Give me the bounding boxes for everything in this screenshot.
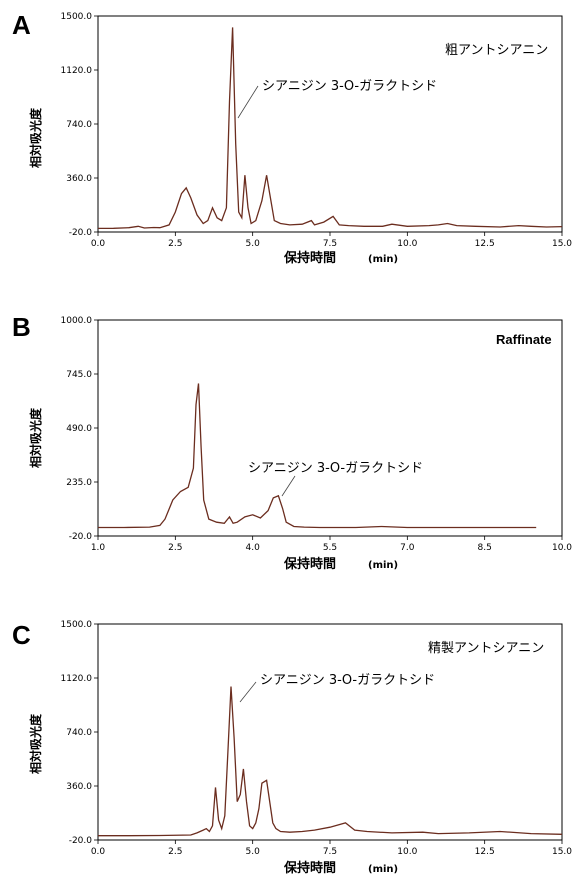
x-tick-label: 0.0 [91, 239, 106, 249]
x-tick-label: 0.0 [91, 847, 106, 857]
x-tick-label: 7.5 [323, 239, 337, 249]
annotation-leader [239, 681, 257, 703]
x-tick-label: 5.0 [246, 239, 261, 249]
x-tick-label: 2.5 [168, 239, 182, 249]
y-tick-label: 1500.0 [61, 620, 93, 630]
x-tick-label: 5.0 [246, 847, 261, 857]
chart-title: Raffinate [496, 332, 552, 347]
y-tick-label: 745.0 [66, 370, 92, 380]
y-tick-label: 1500.0 [61, 12, 93, 22]
x-axis-title: 保持時間 [283, 250, 336, 266]
y-tick-label: 1120.0 [61, 674, 93, 684]
x-tick-label: 5.5 [323, 543, 337, 553]
chart-a: A 0.0 2.5 5.0 7.5 10.0 12.5 15.0 -20.0 360.0 740.… [12, 10, 572, 266]
x-axis-title: 保持時間 [283, 556, 336, 572]
plot-frame [97, 623, 563, 841]
chart-title: 粗アントシアニン [445, 43, 548, 58]
x-tick-label: 10.0 [397, 239, 417, 249]
x-tick-label: 7.0 [400, 543, 415, 553]
y-axis-title: 相対吸光度 [28, 107, 43, 168]
y-tick-label: 1000.0 [61, 316, 93, 326]
x-tick-label: 10.0 [397, 847, 417, 857]
series-line [98, 686, 563, 837]
y-tick-label: 740.0 [66, 120, 92, 130]
series-line [98, 383, 537, 529]
x-tick-label: 4.0 [246, 543, 261, 553]
annotation-leader [237, 85, 259, 119]
y-tick-label: 490.0 [66, 424, 92, 434]
annotation-label: シアニジン 3-O-ガラクトシド [248, 461, 423, 476]
chart-b: B 1.0 2.5 4.0 5.5 7.0 8.5 10.0 -20.0 235.0 490.0 7… [12, 312, 572, 572]
panel-label-b: B [12, 312, 31, 342]
x-tick-label: 8.5 [478, 543, 492, 553]
y-tick-label: 360.0 [66, 782, 92, 792]
x-tick-label: 15.0 [552, 847, 572, 857]
x-tick-label: 2.5 [168, 543, 182, 553]
x-tick-label: 2.5 [168, 847, 182, 857]
chromatogram-panel-a: A 0.0 2.5 5.0 7.5 10.0 12.5 15.0 -20.0 360.0 740.… [0, 0, 581, 294]
panel-label-c: C [12, 620, 31, 650]
x-tick-label: 12.5 [475, 239, 495, 249]
x-axis-title: 保持時間 [283, 860, 336, 876]
x-tick-label: 10.0 [552, 543, 572, 553]
x-axis-unit: (min) [368, 864, 398, 875]
annotation-label: シアニジン 3-O-ガラクトシド [262, 79, 437, 94]
annotation-leader [281, 475, 296, 497]
y-tick-label: -20.0 [69, 532, 93, 542]
y-tick-label: 235.0 [66, 478, 92, 488]
y-tick-label: -20.0 [69, 836, 93, 846]
y-tick-label: 360.0 [66, 174, 92, 184]
chart-c: C 0.0 2.5 5.0 7.5 10.0 12.5 15.0 -20.0 360.0 740.… [12, 620, 572, 876]
y-tick-label: 1120.0 [61, 66, 93, 76]
x-tick-label: 7.5 [323, 847, 337, 857]
chart-title: 精製アントシアニン [428, 641, 544, 656]
x-axis-unit: (min) [368, 560, 398, 571]
y-tick-label: -20.0 [69, 228, 93, 238]
plot-frame [97, 319, 563, 537]
x-axis-unit: (min) [368, 254, 398, 265]
x-tick-label: 1.0 [91, 543, 106, 553]
y-tick-label: 740.0 [66, 728, 92, 738]
y-axis-title: 相対吸光度 [28, 713, 43, 774]
x-tick-label: 15.0 [552, 239, 572, 249]
panel-label-a: A [12, 10, 31, 40]
x-tick-label: 12.5 [475, 847, 495, 857]
chromatogram-panel-b: B 1.0 2.5 4.0 5.5 7.0 8.5 10.0 -20.0 235.0 490.0 7… [0, 294, 581, 588]
y-axis-title: 相対吸光度 [28, 407, 43, 468]
series-line [97, 27, 563, 230]
chromatogram-panel-c: C 0.0 2.5 5.0 7.5 10.0 12.5 15.0 -20.0 360.0 740.… [0, 588, 581, 882]
annotation-label: シアニジン 3-O-ガラクトシド [260, 673, 435, 688]
